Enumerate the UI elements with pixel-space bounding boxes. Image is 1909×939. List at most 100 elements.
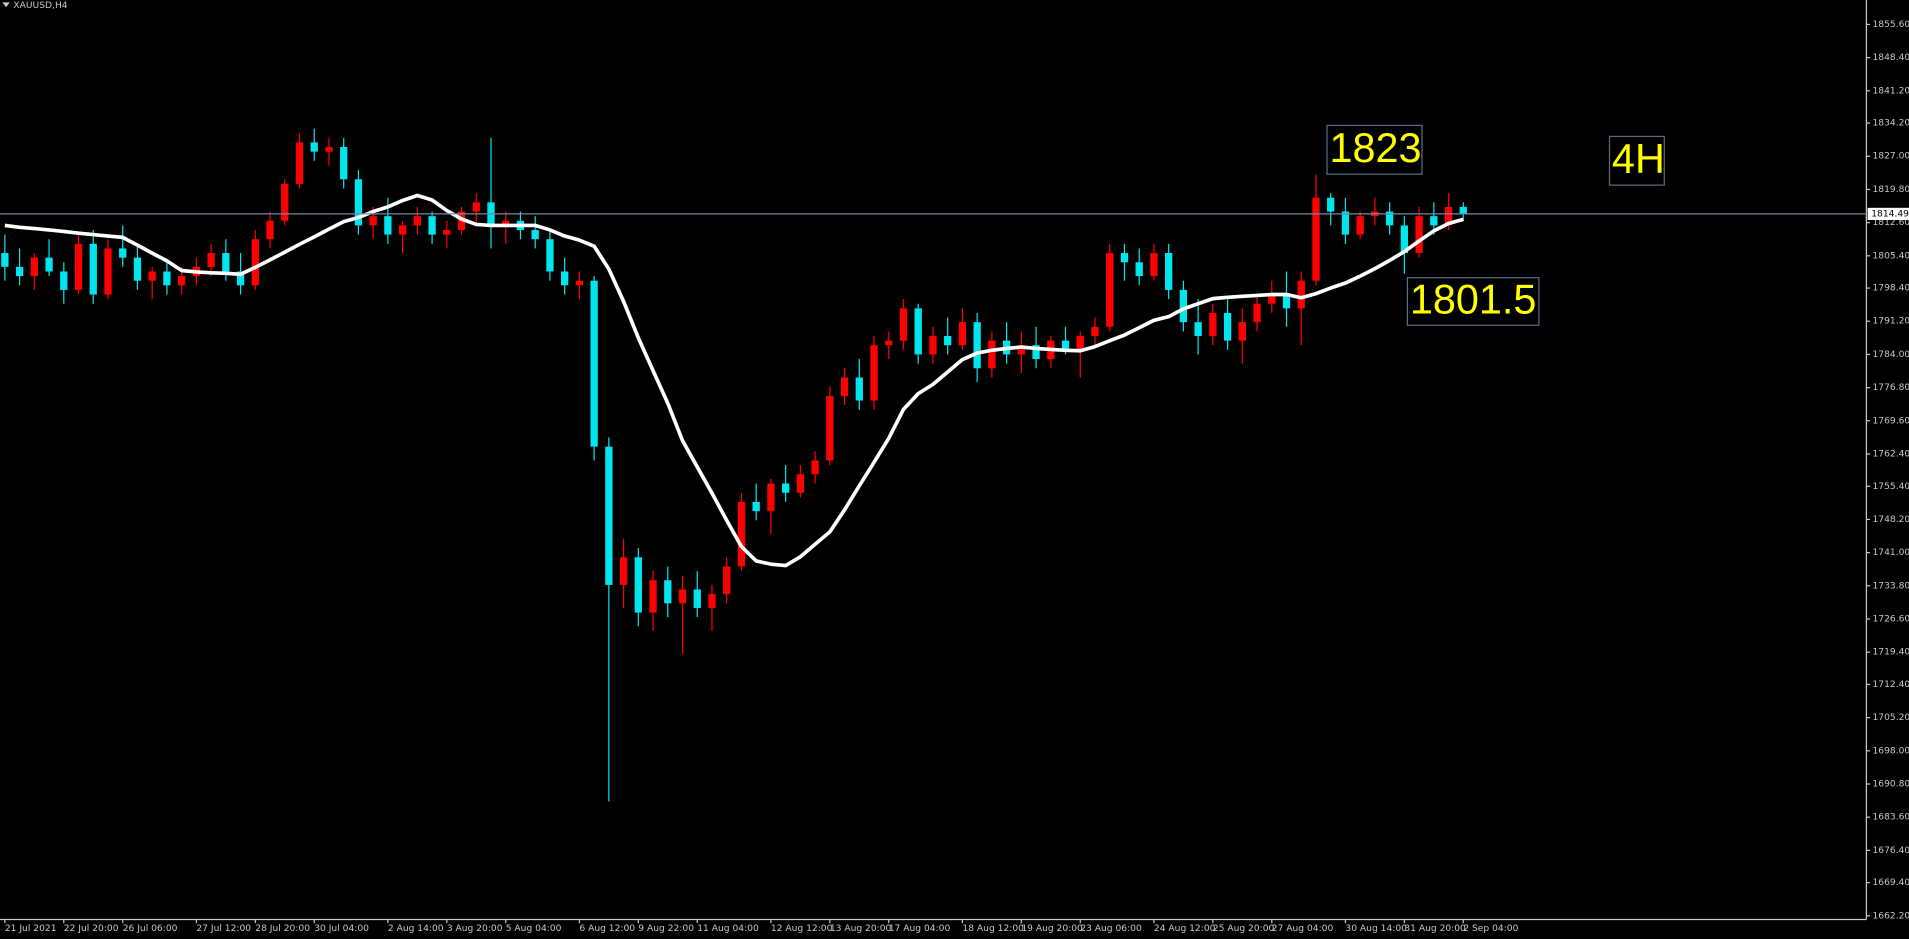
candle-body: [119, 248, 127, 258]
x-tick-label: 25 Aug 20:00: [1213, 924, 1275, 934]
x-tick-label: 23 Aug 06:00: [1080, 924, 1142, 934]
candle-body: [752, 501, 760, 512]
y-tick-label: 1669.40: [1872, 878, 1909, 888]
candle-body: [1209, 312, 1217, 337]
y-tick-label: 1683.60: [1872, 813, 1909, 823]
candle-body: [723, 566, 731, 595]
x-tick-label: 18 Aug 12:00: [962, 924, 1024, 934]
candle-body: [30, 257, 38, 277]
candle-body: [1459, 206, 1467, 214]
x-tick-label: 21 Jul 2021: [5, 924, 57, 934]
candle-body: [1223, 312, 1232, 341]
y-tick-label: 1855.60: [1872, 20, 1909, 30]
y-tick-label: 1748.20: [1872, 515, 1909, 525]
candle-body: [811, 460, 819, 475]
candle-body: [678, 589, 687, 604]
y-tick-label: 1741.00: [1872, 548, 1909, 558]
annotation: 1801.5: [1410, 277, 1537, 323]
candle-body: [1, 253, 9, 267]
x-tick-label: 6 Aug 12:00: [579, 924, 635, 934]
candle-body: [340, 147, 348, 180]
candle-body: [855, 377, 863, 401]
candle-body: [1120, 253, 1129, 263]
candle-body: [1017, 345, 1025, 355]
x-tick-label: 28 Jul 20:00: [255, 924, 310, 934]
y-tick-label: 1812.60: [1872, 218, 1909, 228]
y-tick-label: 1776.80: [1872, 383, 1909, 393]
candle-body: [281, 183, 289, 221]
x-tick-label: 19 Aug 20:00: [1021, 924, 1083, 934]
candle-body: [546, 239, 554, 272]
x-tick-label: 27 Aug 04:00: [1272, 924, 1334, 934]
x-tick-label: 3 Aug 20:00: [447, 924, 503, 934]
annotation: 4H: [1612, 136, 1665, 182]
annotation-box: [1608, 135, 1665, 186]
candle-body: [1179, 289, 1188, 323]
candle-body: [531, 229, 539, 240]
candle-body: [1268, 294, 1276, 304]
y-tick-label: 1834.20: [1872, 119, 1909, 129]
candle-body: [988, 340, 996, 369]
annotation-box: [1406, 277, 1540, 326]
y-tick-label: 1848.40: [1872, 53, 1909, 63]
candle-body: [929, 336, 937, 355]
candle-body: [163, 271, 171, 286]
candle-body: [428, 216, 436, 235]
candle-body: [1430, 216, 1438, 226]
y-tick-label: 1798.40: [1872, 284, 1909, 294]
candle-body: [1327, 197, 1335, 212]
candle-body: [1106, 253, 1114, 327]
x-tick-label: 26 Jul 06:00: [123, 924, 178, 934]
candle-body: [1194, 322, 1202, 337]
candle-body: [1282, 294, 1291, 309]
candle-body: [251, 239, 259, 286]
chart-title: XAUUSD,H4: [13, 1, 67, 11]
candle-body: [1312, 197, 1320, 281]
candle-body: [1076, 336, 1084, 350]
candle-body: [1150, 253, 1158, 277]
candle-body: [74, 243, 83, 290]
candle-body: [89, 243, 97, 295]
candle-body: [1032, 345, 1040, 360]
candle-body: [45, 257, 53, 272]
candle-body: [575, 280, 584, 286]
candle-body: [325, 147, 333, 152]
current-price-label: 1814.49: [1871, 209, 1909, 219]
candle-body: [413, 216, 422, 226]
candle-body: [472, 202, 480, 212]
candle-body: [619, 557, 628, 585]
x-tick-label: 5 Aug 04:00: [506, 924, 562, 934]
candle-body: [781, 483, 790, 493]
y-tick-label: 1841.20: [1872, 86, 1909, 96]
menu-triangle: [2, 2, 10, 8]
candle-body: [708, 594, 716, 608]
annotation-box: [1326, 124, 1423, 175]
candle-body: [384, 216, 392, 235]
y-tick-label: 1733.80: [1872, 581, 1909, 591]
x-tick-label: 9 Aug 22:00: [638, 924, 694, 934]
candle-body: [885, 340, 893, 346]
y-tick-label: 1712.40: [1872, 680, 1909, 690]
candle-body: [148, 271, 156, 281]
y-tick-label: 1726.60: [1872, 615, 1909, 625]
x-tick-label: 17 Aug 04:00: [889, 924, 951, 934]
candle-body: [1091, 326, 1099, 337]
x-tick-label: 13 Aug 20:00: [830, 924, 892, 934]
current-price-box: [1867, 207, 1909, 220]
y-tick-label: 1662.20: [1872, 911, 1909, 921]
candle-body: [133, 257, 142, 281]
candle-body: [207, 253, 215, 267]
candle-body: [1356, 216, 1364, 235]
candle-body: [693, 589, 701, 608]
x-tick-label: 31 Aug 20:00: [1404, 924, 1466, 934]
candle-body: [737, 501, 746, 567]
candle-body: [826, 395, 834, 461]
candle-body: [310, 142, 318, 152]
candle-body: [1165, 253, 1173, 290]
x-tick-label: 30 Aug 14:00: [1345, 924, 1407, 934]
y-tick-label: 1769.60: [1872, 416, 1909, 426]
candle-body: [840, 377, 849, 396]
y-tick-label: 1805.40: [1872, 251, 1909, 261]
candle-body: [398, 225, 407, 235]
